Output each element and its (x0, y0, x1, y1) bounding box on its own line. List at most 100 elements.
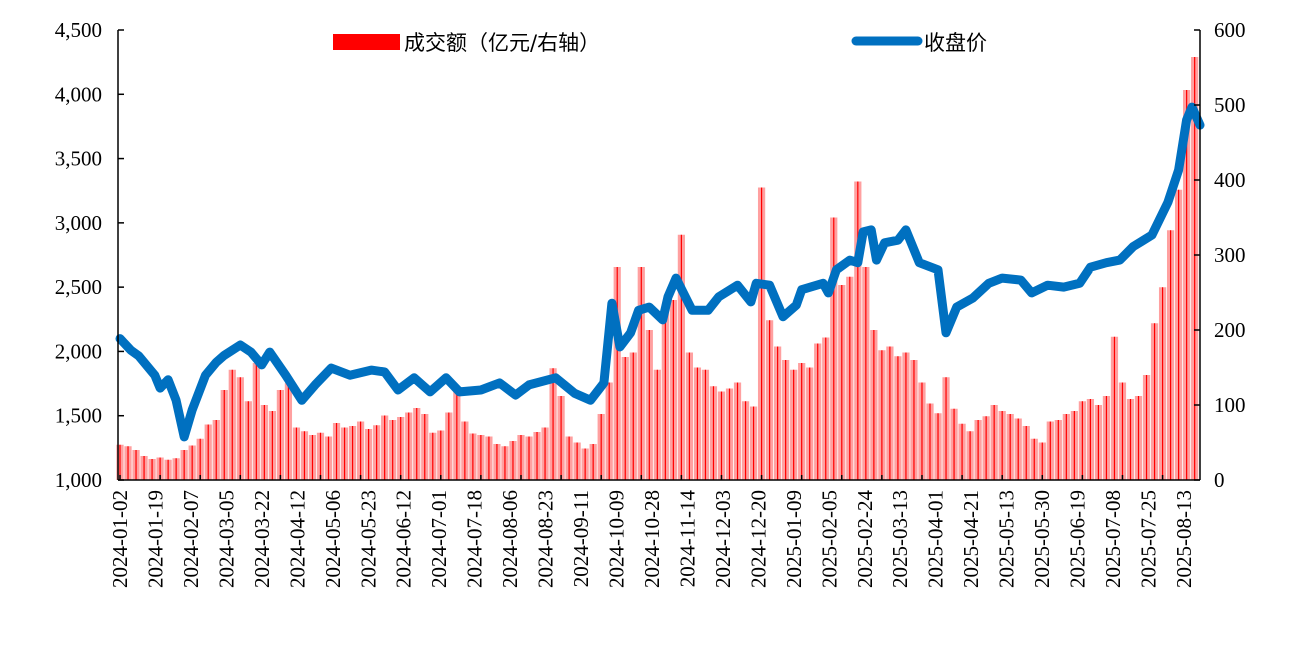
turnover-bar-edge (897, 356, 899, 480)
turnover-bar-edge (977, 420, 979, 480)
turnover-bar-edge (215, 420, 217, 480)
turnover-bar-edge (135, 450, 137, 480)
turnover-bar-edge (1145, 375, 1148, 480)
turnover-bar-edge (945, 377, 947, 480)
turnover-bar-edge (263, 405, 265, 480)
turnover-bar-edge (1025, 426, 1027, 480)
turnover-bar-edge (632, 352, 634, 480)
legend: 成交额（亿元/右轴） 收盘价 (333, 31, 987, 55)
turnover-bar-edge (793, 369, 795, 480)
right-axis-tick-label: 100 (1214, 393, 1246, 417)
turnover-bar-edge (712, 386, 715, 480)
x-axis-tick-label: 2024-09-11 (569, 490, 593, 587)
turnover-bar-edge (801, 363, 803, 480)
turnover-bar-edge (905, 352, 907, 480)
turnover-bar-edge (472, 433, 474, 480)
x-axis-tick-label: 2024-12-03 (711, 490, 735, 588)
turnover-bar-edge (785, 360, 787, 480)
left-axis-tick-label: 3,000 (55, 211, 102, 235)
x-axis-tick-label: 2024-03-22 (250, 490, 274, 588)
turnover-bar-edge (552, 368, 554, 480)
turnover-bar-edge (1097, 405, 1100, 480)
turnover-bar-edge (231, 369, 233, 480)
turnover-bar-edge (688, 352, 691, 480)
turnover-bar-edge (175, 458, 177, 480)
turnover-bar-edge (496, 444, 498, 480)
turnover-bar-edge (1017, 418, 1019, 480)
turnover-bar-edge (1161, 287, 1164, 480)
turnover-bar-edge (913, 360, 915, 480)
turnover-bar-edge (969, 431, 971, 480)
turnover-bar-edge (1081, 401, 1083, 480)
legend-label-turnover: 成交额（亿元/右轴） (404, 31, 600, 55)
right-axis-tick-label: 600 (1214, 18, 1246, 42)
right-axis-tick-label: 400 (1214, 168, 1246, 192)
turnover-bar-edge (1001, 411, 1003, 480)
turnover-bar-edge (656, 369, 658, 480)
turnover-bar-edge (817, 343, 819, 480)
turnover-bar-edge (1169, 230, 1172, 480)
x-axis-tick-label: 2024-04-12 (285, 490, 309, 588)
left-axis-tick-label: 1,500 (55, 404, 102, 428)
x-axis-tick-label: 2024-06-12 (392, 490, 416, 588)
x-axis-tick-label: 2024-10-09 (605, 490, 629, 588)
left-axis-tick-label: 4,500 (55, 18, 102, 42)
right-axis-tick-label: 200 (1214, 318, 1246, 342)
x-axis-tick-label: 2024-01-02 (108, 490, 132, 588)
x-axis-tick-label: 2024-12-20 (746, 490, 770, 588)
x-axis-tick-label: 2024-07-18 (463, 490, 487, 588)
turnover-bar-edge (624, 357, 626, 480)
turnover-bar-edge (504, 446, 506, 480)
turnover-bar-edge (744, 401, 747, 480)
left-axis-tick-label: 2,000 (55, 339, 102, 363)
left-axis-tick-label: 2,500 (55, 275, 102, 299)
turnover-bar-edge (865, 267, 867, 480)
turnover-bar-edge (143, 456, 145, 480)
turnover-bar-edge (287, 383, 290, 480)
turnover-bar-edge (961, 423, 963, 480)
x-axis-tick-label: 2025-02-05 (817, 490, 841, 588)
x-axis-tick-label: 2025-07-25 (1137, 490, 1161, 588)
x-axis-tick-label: 2024-03-05 (214, 490, 238, 588)
turnover-bar-edge (809, 367, 811, 480)
turnover-bar-edge (1153, 323, 1156, 480)
turnover-bar-edge (937, 413, 939, 480)
x-axis-tick-label: 2025-02-24 (853, 490, 877, 588)
turnover-bar-edge (672, 300, 674, 480)
turnover-bar-edge (119, 444, 121, 480)
x-axis-tick-label: 2025-01-09 (782, 490, 806, 588)
turnover-bar-edge (480, 435, 482, 480)
right-axis-tick-label: 300 (1214, 243, 1246, 267)
turnover-bar-edge (279, 390, 281, 480)
turnover-bar-edge (440, 430, 442, 480)
turnover-bar-edge (777, 346, 779, 480)
bar-series-turnover (116, 57, 1199, 480)
x-axis-tick-label: 2024-07-01 (427, 490, 451, 588)
turnover-bar-edge (359, 421, 362, 480)
turnover-bar-edge (752, 406, 755, 480)
turnover-bar-edge (1121, 382, 1124, 480)
x-axis-tick-label: 2024-08-23 (534, 490, 558, 588)
turnover-bar-edge (1186, 90, 1188, 480)
turnover-bar-edge (528, 436, 530, 480)
turnover-bar-edge (159, 457, 161, 480)
x-axis-tick-label: 2025-06-19 (1066, 490, 1090, 588)
legend-label-close: 收盘价 (924, 31, 987, 55)
x-axis-tick-label: 2025-08-13 (1172, 490, 1196, 588)
x-axis-tick-label: 2024-08-06 (498, 490, 522, 588)
turnover-bar-edge (833, 217, 835, 480)
turnover-bar-edge (536, 432, 538, 480)
turnover-bar-edge (544, 427, 546, 480)
turnover-bar-edge (568, 436, 570, 480)
turnover-bar-edge (448, 412, 450, 480)
turnover-bar-edge (376, 425, 378, 480)
turnover-bar-edge (993, 405, 995, 480)
turnover-bar-edge (223, 390, 225, 480)
turnover-bar-edge (1129, 399, 1132, 480)
turnover-bar-edge (1041, 442, 1043, 480)
turnover-bar-edge (191, 445, 193, 480)
turnover-bar-edge (239, 377, 241, 480)
turnover-bar-edge (600, 414, 602, 480)
turnover-bar-edge (400, 417, 402, 480)
